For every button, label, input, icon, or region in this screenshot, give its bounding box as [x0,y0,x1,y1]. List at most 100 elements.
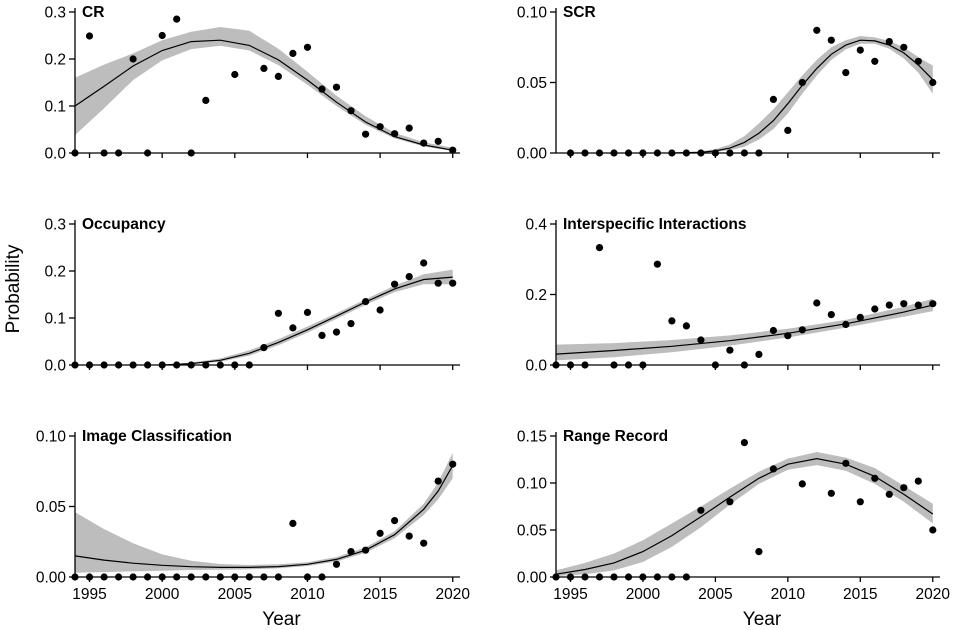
panel-title: Occupancy [82,216,166,233]
data-point [85,32,94,40]
data-point [798,326,806,334]
data-point [144,149,152,157]
data-point [653,149,662,157]
data-point [566,149,575,157]
data-point [871,474,879,482]
data-point [842,320,850,329]
data-point [740,361,749,369]
data-point [129,55,137,63]
data-point [610,149,618,157]
data-point [755,548,763,556]
fit-line [74,39,453,151]
data-point [639,149,647,157]
x-tick-label: 1995 [553,586,587,603]
data-point [784,332,792,340]
data-point [595,573,604,581]
data-point [813,299,821,307]
panel-grid: 0.00.10.20.3 CR0.000.050.10 SCR0.00.10.20.… [36,4,951,630]
data-point [885,301,893,309]
data-point [347,548,355,556]
data-point [639,573,647,581]
x-tick-label: 2015 [363,586,397,603]
data-point [842,69,850,77]
data-point [581,149,589,157]
data-point [376,529,384,537]
data-point [158,573,166,581]
fit-line [555,304,933,355]
data-point [827,311,835,319]
y-tick-label: 0.00 [36,570,67,587]
data-point [318,331,326,339]
x-tick-label: 1995 [72,586,106,603]
data-point [303,43,312,51]
y-tick-label: 0.00 [517,146,548,163]
data-point [682,149,691,157]
data-point [914,301,922,309]
fit-line [555,457,934,575]
data-point [595,149,604,157]
data-point [668,317,676,325]
data-point [827,489,835,497]
data-point [610,361,618,369]
data-point [929,526,937,534]
data-point [755,149,763,157]
data-point [900,484,908,492]
data-point [653,260,662,268]
x-axis-title: Year [262,609,301,630]
data-point [929,300,937,308]
data-point [71,149,79,157]
data-point [405,273,413,281]
data-point [115,573,123,581]
data-point [173,15,181,23]
data-point [202,96,210,104]
data-point [449,146,457,154]
data-point [362,130,370,138]
data-point [231,361,239,369]
y-tick-label: 0.0 [44,146,66,163]
data-point [274,573,282,581]
data-point [711,361,720,369]
data-point [711,149,720,157]
data-point [755,350,763,358]
data-point [405,532,413,540]
data-point [434,477,442,485]
x-tick-label: 2020 [916,586,951,603]
confidence-band [671,36,933,153]
data-point [100,361,108,369]
data-point [332,328,341,336]
data-point [71,361,79,369]
data-point [668,573,676,581]
confidence-band [75,452,453,573]
data-point [726,149,734,157]
panel-title: Range Record [563,428,668,445]
panel-5: 0.00 0.05 0.10 1995 2000 2005 2010 2015 2020 Imag… [36,428,471,630]
data-point [260,64,268,72]
data-point [71,573,79,581]
data-point [871,305,879,313]
data-point [610,573,618,581]
data-point [769,95,778,103]
data-point [187,573,195,581]
panel-2: 0.00 0.05 0.10 SCR [517,4,940,163]
x-tick-label: 2005 [218,586,252,603]
data-point [856,46,864,54]
data-point [420,139,428,147]
x-tick-label: 2020 [435,586,470,603]
data-point [885,38,893,46]
panel-3: 0.0 0.1 0.2 0.3 Occupancy [44,216,460,375]
data-point [697,336,705,344]
y-axis-title: Probability [3,244,24,333]
panel-title: Interspecific Interactions [563,216,746,233]
data-point [682,573,691,581]
data-point [303,573,312,581]
data-point [289,324,297,332]
y-tick-label: 0.10 [517,476,548,493]
y-tick-label: 0.10 [36,429,67,446]
y-tick-label: 0.05 [517,75,547,92]
data-point [842,459,850,467]
x-tick-label: 2005 [698,586,732,603]
x-tick-label: 2015 [843,586,877,603]
data-point [245,573,253,581]
data-point [624,361,633,369]
